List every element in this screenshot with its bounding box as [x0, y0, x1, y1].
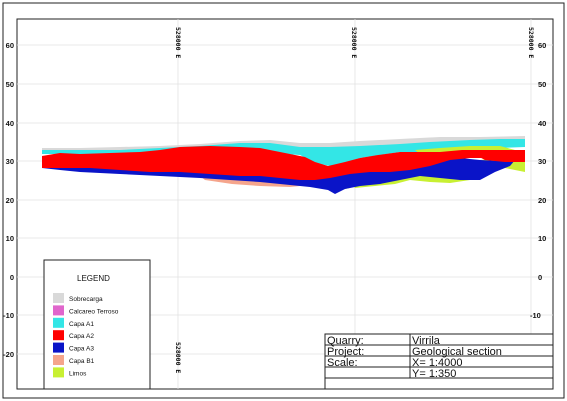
plot-border — [16, 18, 554, 390]
title-block-box — [324, 333, 554, 390]
quarry-label: Quarry: — [327, 335, 364, 347]
y-axis-right: 60 50 40 30 20 10 0 -10 — [530, 41, 546, 320]
layer-capa-a2 — [42, 146, 525, 180]
legend-swatch — [53, 317, 64, 328]
y-tick-label-right: 60 — [538, 41, 546, 50]
easting-label-bottom: 528000 E — [174, 342, 182, 373]
legend-swatch — [53, 367, 64, 378]
legend-item-label: Capa A3 — [69, 346, 94, 353]
legend-item-label: Capa B1 — [69, 358, 95, 365]
y-tick-label-right: 40 — [538, 119, 546, 128]
y-tick-label-right: 10 — [538, 234, 546, 243]
quarry-value: Virrila — [412, 335, 441, 347]
legend-swatch — [53, 305, 64, 316]
legend-swatch — [53, 355, 64, 365]
y-axis-left: 60 50 40 30 20 10 0 -10 -20 — [3, 41, 14, 359]
legend-item-label: Calcareo Terroso — [69, 308, 119, 315]
scale-label: Scale: — [327, 357, 358, 369]
y-tick-label: -20 — [3, 350, 14, 359]
y-tick-label: 10 — [6, 234, 14, 243]
y-tick-label: -10 — [3, 311, 14, 320]
scale-y-value: Y= 1:350 — [412, 368, 456, 380]
legend-swatch — [53, 330, 64, 341]
y-tick-label: 30 — [6, 157, 14, 166]
legend-item-label: Capa A1 — [69, 321, 94, 328]
legend-swatch — [53, 342, 64, 353]
y-tick-label: 50 — [6, 80, 14, 89]
legend-item-label: Sobrecarga — [69, 296, 103, 303]
easting-label-top: 528000 E — [527, 27, 535, 58]
legend-swatch — [53, 293, 64, 303]
y-tick-label: 20 — [6, 196, 14, 205]
y-tick-label: 40 — [6, 119, 14, 128]
project-label: Project: — [327, 346, 364, 358]
layer-capa-a2-east — [470, 150, 525, 162]
legend-item-label: Limos — [69, 370, 87, 377]
y-tick-label-right: 20 — [538, 196, 546, 205]
scale-x-value: X= 1:4000 — [412, 357, 462, 369]
layer-capa-a1 — [42, 139, 525, 166]
y-tick-label-right: 30 — [538, 157, 546, 166]
legend: LEGEND Sobrecarga Calcareo Terroso Capa A1… — [43, 259, 151, 390]
y-tick-label-right: 0 — [538, 273, 542, 282]
y-tick-label-right: 50 — [538, 80, 546, 89]
easting-label-top: 528000 E — [350, 27, 358, 58]
project-value: Geological section — [412, 346, 502, 358]
y-tick-label-right: -10 — [530, 311, 541, 320]
legend-title: LEGEND — [77, 274, 110, 283]
strata — [42, 136, 525, 194]
layer-capa-a3 — [42, 158, 515, 194]
y-tick-label: 60 — [6, 41, 14, 50]
y-tick-label: 0 — [10, 273, 14, 282]
legend-item-label: Capa A2 — [69, 333, 94, 340]
easting-label-top: 528000 E — [174, 27, 182, 58]
title-block: Quarry: Virrila Project: Geological sect… — [324, 333, 554, 390]
